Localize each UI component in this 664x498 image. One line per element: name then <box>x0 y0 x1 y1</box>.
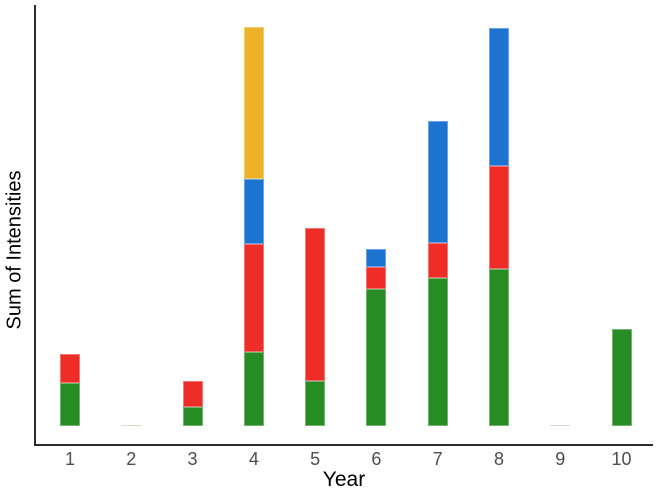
bar-year-5 <box>305 228 326 426</box>
bar-segment-green <box>243 352 264 426</box>
x-tick-label-1: 1 <box>64 449 75 469</box>
bar-segment-green <box>488 269 509 426</box>
x-tick-label-10: 10 <box>611 449 632 469</box>
bar-year-1 <box>60 354 80 426</box>
bar-segment-blue <box>366 249 387 267</box>
bar-segment-green <box>305 381 326 426</box>
bar-year-10 <box>611 329 632 426</box>
bar-segment-green <box>60 383 80 426</box>
x-tick-label-8: 8 <box>493 449 504 469</box>
x-tick-label-4: 4 <box>248 449 259 469</box>
bar-segment-blue <box>488 28 509 166</box>
x-tick-label-6: 6 <box>371 449 382 469</box>
bar-segment-red <box>305 228 326 381</box>
bar-segment-green <box>611 329 632 426</box>
x-tick-label-9: 9 <box>555 449 566 469</box>
bar-segment-red <box>182 381 203 407</box>
x-tick-label-5: 5 <box>310 449 321 469</box>
bar-segment-blue <box>427 121 448 243</box>
x-tick-label-2: 2 <box>126 449 137 469</box>
y-axis-line <box>34 5 36 446</box>
bar-segment-red <box>243 244 264 352</box>
x-tick-label-7: 7 <box>432 449 443 469</box>
x-axis-label: Year <box>322 468 366 491</box>
bar-segment-green <box>366 289 387 426</box>
bar-segment-red <box>427 243 448 278</box>
bar-segment-green <box>182 407 203 426</box>
x-tick-label-3: 3 <box>187 449 198 469</box>
bar-segment-red <box>366 267 387 289</box>
x-axis-line <box>34 444 653 446</box>
bar-segment-red <box>60 354 80 383</box>
bar-year-4 <box>243 27 264 426</box>
bar-year-3 <box>182 381 203 426</box>
y-axis-label: Sum of Intensities <box>3 170 26 330</box>
bar-year-9 <box>550 424 571 426</box>
bar-segment-green <box>427 278 448 426</box>
bar-segment-yellow <box>550 424 571 426</box>
bar-segment-red <box>488 166 509 269</box>
bar-year-6 <box>366 249 387 426</box>
bar-year-2 <box>121 424 142 426</box>
bar-year-7 <box>427 121 448 426</box>
bar-segment-yellow <box>243 27 264 179</box>
bar-segment-blue <box>243 179 264 244</box>
bar-year-8 <box>488 28 509 426</box>
bar-segment-yellow <box>121 424 142 426</box>
